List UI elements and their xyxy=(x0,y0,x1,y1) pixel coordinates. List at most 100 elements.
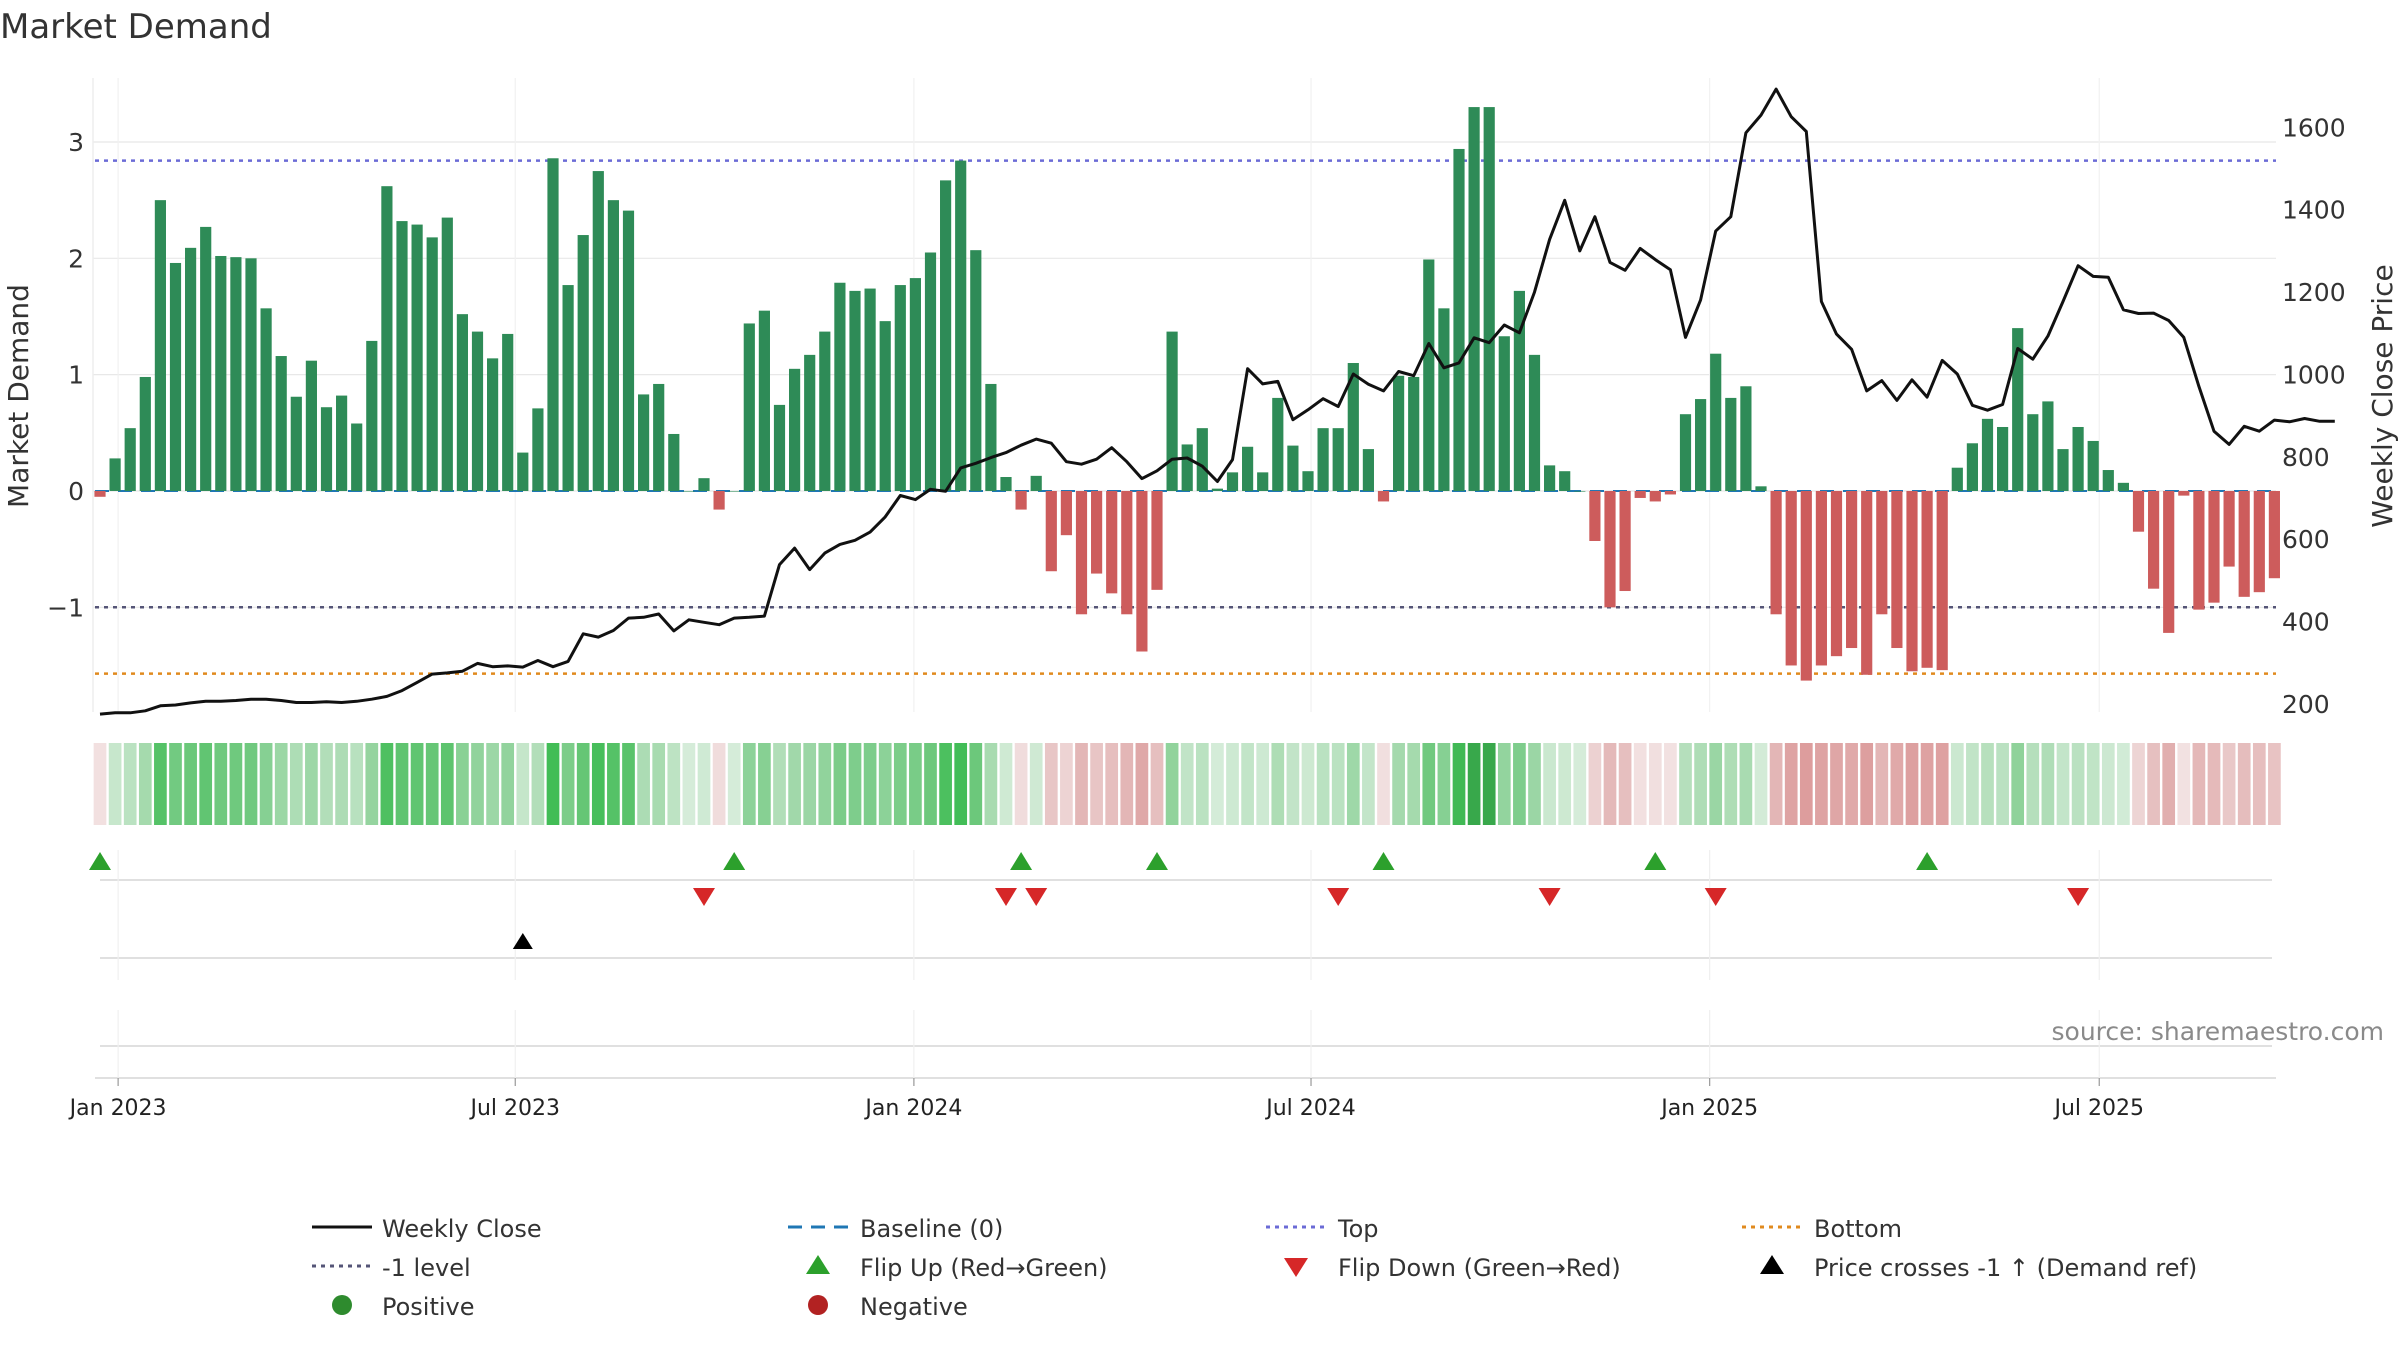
demand-bar xyxy=(622,210,635,491)
heat-cell xyxy=(758,743,771,825)
heat-cell xyxy=(984,743,998,825)
demand-bar xyxy=(1574,490,1586,492)
demand-bar xyxy=(1000,477,1012,491)
flip-up-marker xyxy=(1372,852,1395,870)
heat-cell xyxy=(1090,743,1103,825)
legend-swatch-positive xyxy=(332,1295,352,1315)
demand-bar xyxy=(2132,490,2145,532)
heat-cell xyxy=(1150,743,1164,825)
demand-bar xyxy=(1649,490,1661,502)
demand-bar xyxy=(1332,428,1344,491)
demand-bar xyxy=(1181,444,1193,491)
demand-bar xyxy=(1770,490,1782,615)
demand-bar xyxy=(1981,418,1994,491)
heat-cell xyxy=(1845,743,1858,825)
heat-cell xyxy=(2147,743,2160,825)
demand-bar xyxy=(773,404,786,491)
heat-cell xyxy=(1195,743,1209,825)
heat-cell xyxy=(939,743,952,825)
demand-bar xyxy=(2117,482,2129,491)
heat-cell xyxy=(259,743,273,825)
legend-swatch-negative xyxy=(808,1295,828,1315)
heat-cell xyxy=(501,743,515,825)
heat-cell xyxy=(320,743,333,825)
heat-cell xyxy=(1920,743,1934,825)
heat-cell xyxy=(742,743,756,825)
demand-bar xyxy=(351,423,363,491)
demand-bar xyxy=(1725,397,1737,491)
demand-bar xyxy=(426,237,438,491)
heat-cell xyxy=(244,743,258,825)
demand-bar xyxy=(592,171,604,491)
demand-bar xyxy=(743,323,755,491)
demand-bar xyxy=(909,278,921,491)
flip-up-marker xyxy=(1644,852,1667,870)
demand-bar xyxy=(381,186,393,491)
demand-bar xyxy=(819,331,831,491)
demand-bar xyxy=(456,314,468,491)
demand-bar xyxy=(1740,386,1752,491)
demand-bar xyxy=(1257,472,1269,491)
demand-bar xyxy=(1015,490,1027,510)
heat-cell xyxy=(169,743,182,825)
legend-label-minus-one: -1 level xyxy=(382,1254,471,1282)
y2-axis: 200 400 600 800 1000 1200 1400 1600 xyxy=(2282,113,2346,718)
demand-bar xyxy=(1211,488,1223,491)
demand-bar xyxy=(2148,490,2160,589)
demand-bar xyxy=(1483,107,1495,491)
heat-cell xyxy=(652,743,666,825)
demand-bar xyxy=(1045,490,1057,572)
heat-cell xyxy=(1739,743,1753,825)
heat-cell xyxy=(1860,743,1874,825)
heat-cell xyxy=(607,743,620,825)
heat-cell xyxy=(1890,743,1904,825)
demand-bar xyxy=(698,478,710,491)
heat-cell xyxy=(1799,743,1813,825)
heat-cell xyxy=(1633,743,1647,825)
demand-bar xyxy=(758,310,770,491)
demand-bar xyxy=(1408,376,1420,491)
heat-cell xyxy=(365,743,379,825)
heat-cell xyxy=(531,743,545,825)
demand-bar xyxy=(1106,490,1118,594)
heat-cell xyxy=(2222,743,2236,825)
y-axis: −1 0 1 2 3 xyxy=(47,78,94,712)
heat-cell xyxy=(1467,743,1481,825)
demand-bar xyxy=(1619,490,1631,592)
demand-bar xyxy=(2193,490,2205,610)
y-tick-label: 1 xyxy=(68,361,84,390)
demand-bar xyxy=(1513,290,1525,491)
heat-cell xyxy=(2056,743,2070,825)
heat-cell xyxy=(1543,743,1556,825)
demand-bar xyxy=(1377,490,1390,502)
heat-cell xyxy=(154,743,167,825)
demand-bar xyxy=(471,331,484,491)
demand-bars xyxy=(94,107,2280,681)
heat-cell xyxy=(486,743,499,825)
heat-cell xyxy=(1407,743,1421,825)
source-note: source: sharemaestro.com xyxy=(2052,1017,2385,1046)
demand-bar xyxy=(789,368,801,491)
demand-bar xyxy=(1347,363,1359,491)
demand-bar xyxy=(215,255,227,491)
y-tick-label: 3 xyxy=(68,128,84,157)
demand-bar xyxy=(1242,446,1254,491)
legend: Weekly Close Baseline (0) Top Bottom -1 … xyxy=(312,1215,2197,1321)
x-tick-label: Jul 2023 xyxy=(468,1096,560,1121)
demand-bar xyxy=(879,321,891,491)
demand-bar xyxy=(1679,414,1692,491)
flip-up-marker xyxy=(1916,852,1939,870)
demand-bar xyxy=(200,226,212,491)
flip-down-marker xyxy=(2067,888,2090,906)
y2-tick-label: 1400 xyxy=(2282,196,2346,225)
flip-down-marker xyxy=(995,888,1017,906)
demand-bar xyxy=(668,433,680,491)
heat-cell xyxy=(123,743,137,825)
flip-down-marker xyxy=(1704,888,1727,906)
demand-bar xyxy=(1830,490,1843,657)
price-cross-marker xyxy=(512,933,533,949)
demand-bar xyxy=(2057,449,2069,491)
heat-cell xyxy=(878,743,892,825)
demand-bar xyxy=(1453,148,1465,491)
demand-bar xyxy=(1921,490,1933,668)
